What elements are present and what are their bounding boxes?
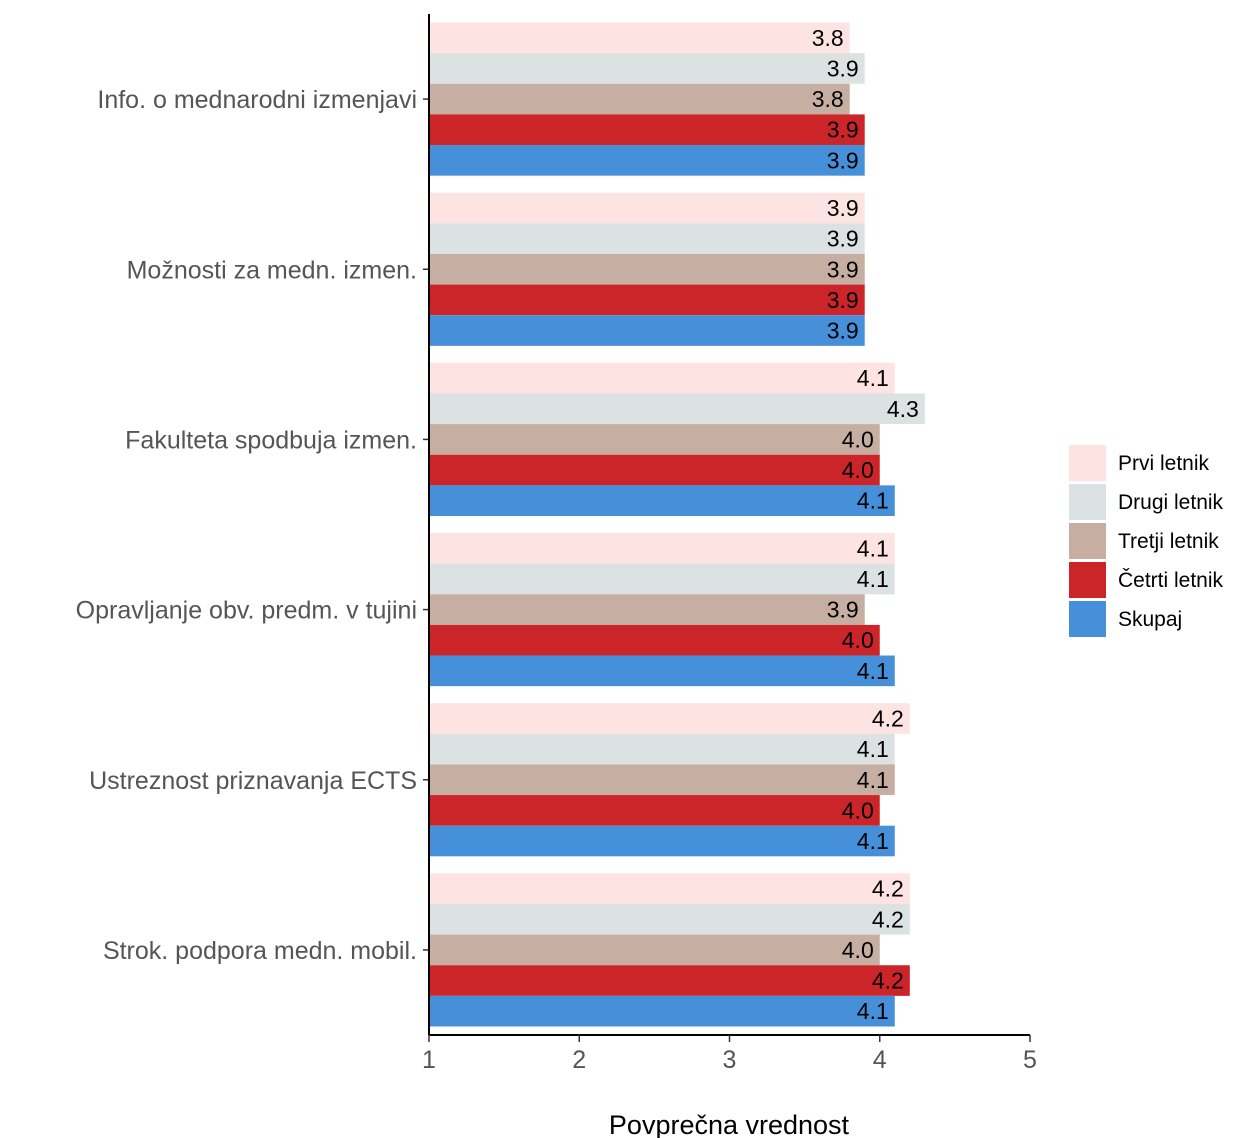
bar [429, 873, 910, 904]
bars-layer [429, 22, 925, 1027]
bar [429, 192, 865, 224]
category-label: Fakulteta spodbuja izmen. [125, 426, 417, 454]
data-labels-layer: 3.8 3.9 3.8 3.9 3.9 3.9 3.9 3.9 3.9 3.9 4.1 4.3 4.0 4… [812, 25, 919, 1024]
data-label: 4.1 [857, 566, 889, 592]
bar [429, 965, 910, 996]
category-label: Info. o mednarodni izmenjavi [97, 86, 417, 114]
legend: Prvi letnik Drugi letnik Tretji letnik Četr… [1069, 445, 1224, 637]
data-label: 4.0 [842, 937, 874, 963]
bar [429, 454, 880, 486]
data-label: 4.1 [857, 488, 889, 514]
bar [429, 995, 895, 1027]
data-label: 3.9 [827, 287, 859, 313]
bar [429, 563, 895, 595]
bar [429, 934, 880, 966]
legend-label: Prvi letnik [1118, 452, 1210, 475]
x-tick-label: 3 [723, 1046, 737, 1074]
data-label: 3.9 [827, 55, 859, 81]
data-label: 3.8 [812, 25, 844, 51]
bar [429, 145, 865, 176]
bar [429, 903, 910, 935]
data-label: 4.0 [842, 627, 874, 653]
bar [429, 795, 880, 826]
legend-label: Drugi letnik [1118, 491, 1224, 514]
data-label: 4.0 [842, 797, 874, 823]
bar [429, 362, 895, 394]
bar [429, 393, 925, 425]
category-label: Opravljanje obv. predm. v tujini [76, 597, 417, 625]
bar [429, 424, 880, 455]
y-axis [423, 14, 430, 1035]
legend-key [1069, 601, 1106, 637]
bar [429, 53, 865, 84]
bar [429, 594, 865, 625]
data-label: 3.9 [827, 256, 859, 282]
data-label: 4.2 [872, 906, 904, 932]
data-label: 4.1 [857, 736, 889, 762]
data-label: 4.1 [857, 767, 889, 793]
x-tick-label: 5 [1023, 1046, 1037, 1074]
data-label: 3.9 [827, 597, 859, 623]
data-label: 3.8 [812, 86, 844, 112]
data-label: 4.2 [872, 968, 904, 994]
data-label: 3.9 [827, 318, 859, 344]
x-axis: 1 2 3 4 5 [422, 1034, 1037, 1074]
data-label: 4.1 [857, 828, 889, 854]
bar [429, 655, 895, 687]
x-tick-label: 4 [873, 1046, 887, 1074]
bar [429, 114, 865, 146]
bar [429, 764, 895, 796]
category-labels: Info. o mednarodni izmenjavi Možnosti za … [76, 86, 417, 965]
category-label: Strok. podpora medn. mobil. [103, 937, 417, 965]
bar [429, 624, 880, 656]
bar [429, 22, 850, 54]
data-label: 4.0 [842, 457, 874, 483]
bar [429, 253, 865, 285]
data-label: 3.9 [827, 117, 859, 143]
bar [429, 223, 865, 254]
bar [429, 83, 850, 115]
data-label: 4.0 [842, 426, 874, 452]
data-label: 4.2 [872, 705, 904, 731]
bar [429, 733, 895, 765]
legend-key [1069, 484, 1106, 520]
bar [429, 485, 895, 516]
bar [429, 315, 865, 346]
bar [429, 284, 865, 316]
x-axis-title: Povprečna vrednost [609, 1110, 850, 1138]
category-label: Možnosti za medn. izmen. [127, 256, 417, 284]
category-label: Ustreznost priznavanja ECTS [89, 767, 417, 795]
data-label: 4.1 [857, 998, 889, 1024]
data-label: 3.9 [827, 147, 859, 173]
legend-key [1069, 523, 1106, 559]
legend-label: Skupaj [1118, 608, 1182, 631]
legend-key [1069, 562, 1106, 598]
legend-label: Tretji letnik [1118, 530, 1219, 553]
data-label: 4.2 [872, 876, 904, 902]
data-label: 4.1 [857, 535, 889, 561]
bar [429, 703, 910, 734]
data-label: 4.1 [857, 658, 889, 684]
bar [429, 533, 895, 564]
data-label: 3.9 [827, 195, 859, 221]
x-tick-label: 1 [422, 1046, 436, 1074]
x-tick-label: 2 [572, 1046, 586, 1074]
legend-key [1069, 445, 1106, 481]
data-label: 4.1 [857, 365, 889, 391]
legend-label: Četrti letnik [1118, 569, 1224, 592]
bar [429, 825, 895, 857]
data-label: 4.3 [887, 396, 919, 422]
data-label: 3.9 [827, 226, 859, 252]
